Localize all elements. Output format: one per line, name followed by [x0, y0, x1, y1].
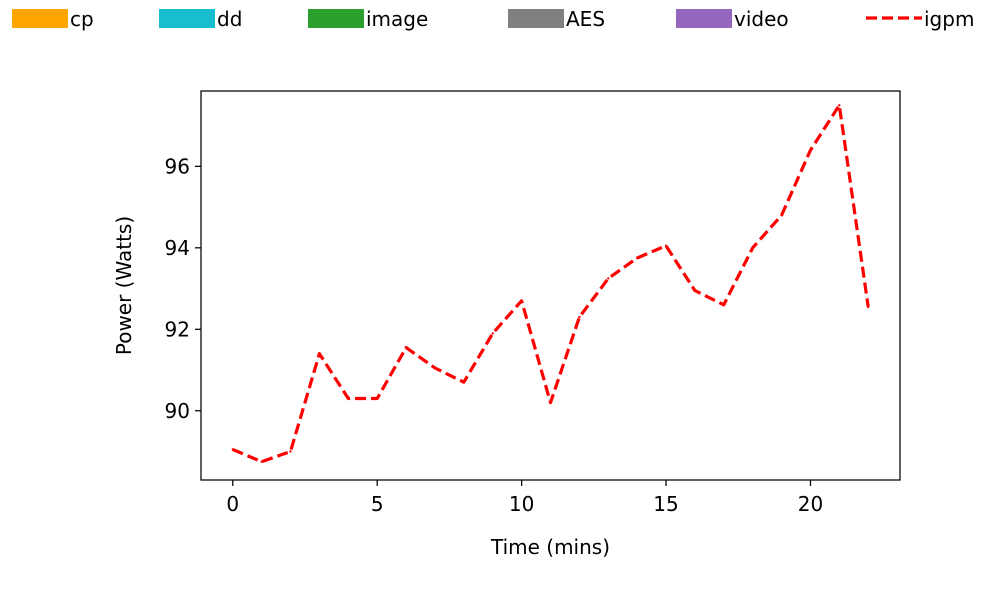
legend-swatch [12, 9, 68, 28]
data-point [809, 148, 812, 152]
data-point [780, 214, 783, 217]
y-tick-label: 92 [165, 317, 190, 341]
x-tick-label: 20 [798, 492, 823, 516]
x-tick-label: 5 [371, 492, 384, 516]
data-point [867, 305, 870, 309]
data-point [607, 277, 610, 280]
legend: cp dd image AES video igpm [12, 7, 974, 31]
y-axis-label: Power (Watts) [112, 216, 136, 355]
y-tick-label: 96 [165, 154, 190, 178]
series-line-igpm [232, 103, 870, 464]
data-point [376, 397, 379, 400]
legend-item-image: image [308, 7, 428, 31]
data-point [462, 381, 465, 384]
legend-item-dd: dd [159, 7, 242, 31]
data-point [664, 244, 668, 247]
legend-item-video: video [676, 7, 789, 31]
data-point [693, 289, 697, 292]
data-point [404, 346, 408, 349]
y-tick-label: 94 [165, 236, 190, 260]
data-point [520, 299, 523, 302]
data-point [347, 397, 350, 400]
legend-item-aes: AES [508, 7, 605, 31]
data-point [318, 352, 321, 355]
legend-item-cp: cp [12, 7, 94, 31]
legend-label: igpm [924, 7, 974, 31]
legend-label: dd [217, 7, 242, 31]
data-point [260, 460, 263, 463]
data-point [549, 401, 552, 404]
x-axis-label: Time (mins) [490, 535, 610, 559]
data-point [289, 450, 292, 453]
data-point [636, 256, 639, 260]
legend-swatch [308, 9, 364, 28]
plot-frame [200, 90, 901, 481]
data-point [491, 332, 494, 335]
data-point [838, 104, 841, 107]
axis-ticks: 0 5 10 15 20 90 92 94 96 [165, 154, 824, 516]
legend-item-igpm: igpm [866, 7, 974, 31]
legend-swatch [508, 9, 564, 28]
data-point [433, 366, 437, 370]
series-lines [231, 103, 870, 464]
legend-label: video [734, 7, 789, 31]
data-point [751, 246, 754, 249]
data-point [578, 315, 581, 319]
data-point [231, 448, 234, 451]
x-tick-label: 15 [653, 492, 678, 516]
legend-label: AES [566, 7, 605, 31]
x-tick-label: 0 [226, 492, 239, 516]
legend-label: image [366, 7, 428, 31]
x-tick-label: 10 [509, 492, 534, 516]
y-tick-label: 90 [165, 399, 190, 423]
legend-swatch [159, 9, 215, 28]
data-point [722, 303, 725, 306]
legend-swatch [676, 9, 732, 28]
legend-label: cp [70, 7, 94, 31]
